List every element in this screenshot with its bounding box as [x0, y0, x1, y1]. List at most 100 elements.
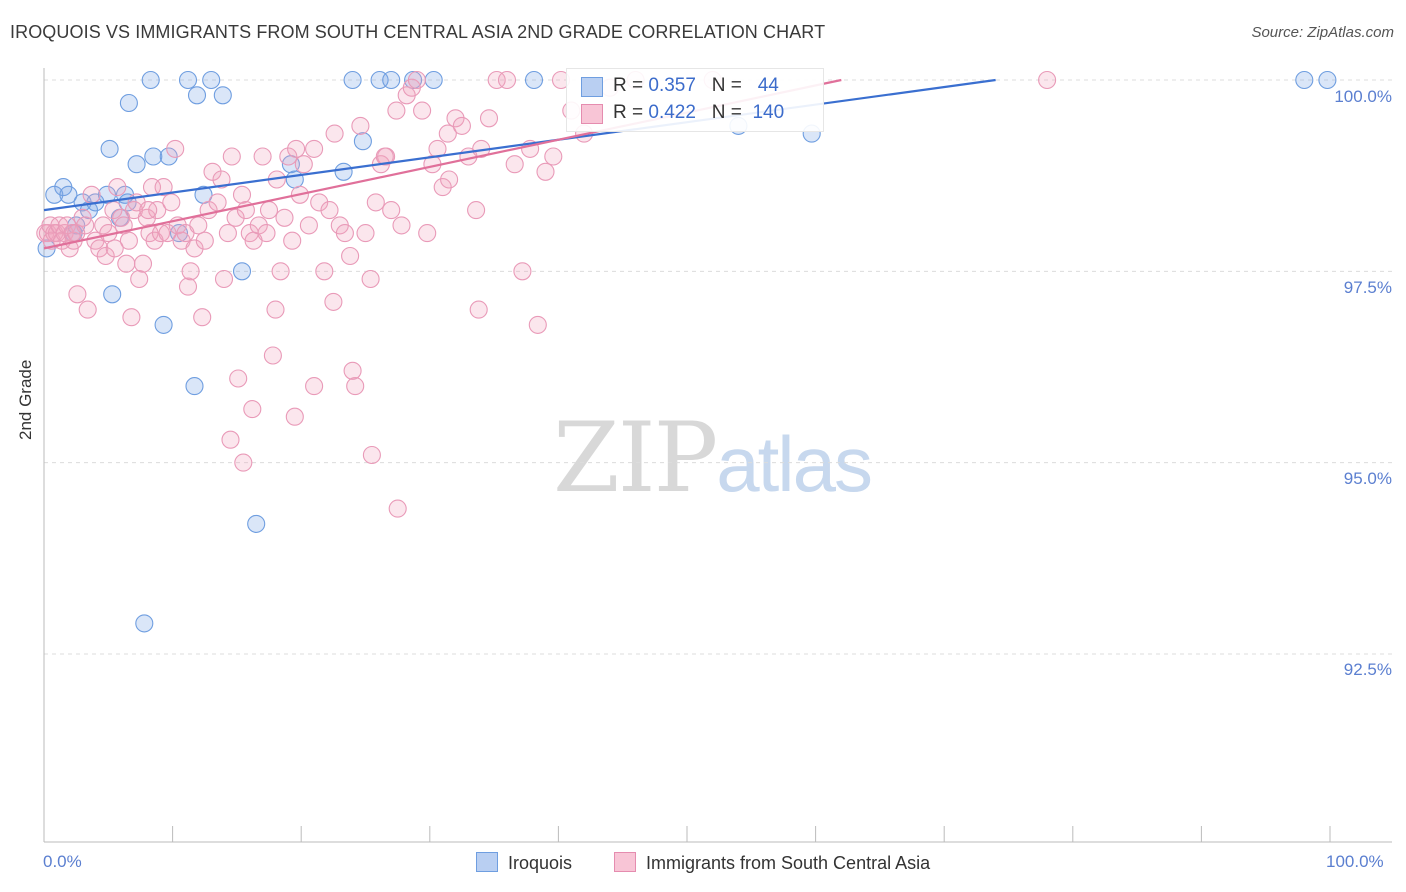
immigrants-point: [222, 147, 241, 166]
immigrants-point: [259, 201, 279, 220]
stats-box: R = 0.357 N = 44 R = 0.422 N = 140: [566, 68, 824, 132]
immigrants-point: [195, 231, 214, 250]
chart-title: IROQUOIS VS IMMIGRANTS FROM SOUTH CENTRA…: [10, 22, 826, 42]
y-tick-label: 92.5%: [1343, 660, 1392, 679]
immigrants-point: [325, 124, 344, 143]
immigrants-point: [375, 147, 394, 166]
immigrants-point: [193, 308, 212, 327]
iroquois-point: [103, 285, 122, 304]
immigrants-n-value: 140: [752, 102, 785, 123]
iroquois-point: [382, 70, 401, 90]
immigrants-point: [76, 216, 95, 235]
x-tick-label: 100.0%: [1326, 852, 1384, 871]
immigrants-point: [263, 346, 282, 365]
iroquois-point: [343, 70, 362, 90]
immigrants-r-value: 0.422: [648, 102, 696, 123]
immigrants-point: [253, 147, 272, 166]
immigrants-point: [117, 254, 136, 273]
immigrants-point: [275, 208, 294, 227]
iroquois-point: [59, 185, 78, 204]
immigrants-point: [407, 70, 426, 90]
x-tick-label: 0.0%: [43, 852, 82, 871]
iroquois-point: [424, 70, 443, 90]
iroquois-point: [135, 614, 154, 633]
legend-label-immigrants: Immigrants from South Central Asia: [646, 853, 931, 873]
immigrants-point: [82, 185, 101, 204]
immigrants-point: [392, 216, 411, 235]
y-tick-label: 97.5%: [1343, 278, 1392, 297]
iroquois-point: [404, 70, 423, 90]
iroquois-swatch: [581, 77, 603, 97]
immigrants-point: [440, 170, 459, 189]
iroquois-point: [97, 185, 117, 204]
iroquois-point: [353, 132, 372, 151]
iroquois-point: [119, 93, 138, 113]
immigrants-point: [361, 269, 380, 289]
immigrants-point: [234, 453, 253, 472]
legend-item-iroquois[interactable]: Iroquois: [476, 852, 572, 876]
immigrants-point: [105, 239, 124, 258]
immigrants-point: [285, 407, 304, 426]
legend-swatch-iroquois: [476, 852, 498, 872]
immigrants-point: [351, 116, 370, 135]
iroquois-point: [141, 70, 160, 90]
immigrants-point: [208, 193, 227, 212]
immigrants-point: [119, 231, 138, 250]
iroquois-point: [285, 170, 304, 189]
immigrants-point: [487, 70, 506, 90]
immigrants-point: [294, 155, 313, 174]
watermark-atlas: atlas: [716, 420, 873, 508]
immigrants-point: [221, 430, 240, 449]
immigrants-point: [78, 300, 97, 319]
immigrants-point: [122, 308, 141, 327]
immigrants-point: [362, 445, 381, 465]
iroquois-n-value: 44: [757, 75, 779, 96]
immigrants-point: [185, 239, 204, 258]
iroquois-point: [100, 139, 119, 158]
immigrants-point: [139, 201, 158, 220]
immigrants-point: [536, 162, 555, 181]
immigrants-point: [418, 224, 437, 243]
immigrants-point: [279, 147, 298, 166]
iroquois-point: [213, 86, 232, 105]
iroquois-point: [1295, 70, 1314, 90]
immigrants-point: [305, 139, 324, 158]
immigrants-point: [162, 193, 181, 212]
immigrants-point: [341, 246, 360, 266]
immigrants-point: [1038, 70, 1057, 90]
source-label: Source: ZipAtlas.com: [1251, 24, 1394, 41]
immigrants-point: [544, 147, 563, 166]
immigrants-point: [158, 224, 177, 243]
immigrants-point: [433, 178, 452, 197]
immigrants-point: [154, 178, 173, 197]
iroquois-point: [232, 262, 252, 281]
watermark-zip: ZIP: [553, 402, 718, 514]
immigrants-point: [513, 262, 532, 281]
immigrants-point: [178, 277, 198, 296]
y-tick-label: 100.0%: [1334, 87, 1392, 106]
iroquois-r-value: 0.357: [648, 75, 696, 96]
legend-item-immigrants[interactable]: Immigrants from South Central Asia: [614, 852, 930, 876]
iroquois-point: [144, 147, 163, 166]
legend-label-iroquois: Iroquois: [508, 853, 573, 873]
immigrants-point: [335, 224, 354, 243]
immigrants-point: [257, 224, 276, 243]
immigrants-point: [497, 70, 517, 90]
immigrants-point: [528, 315, 547, 334]
immigrants-point: [218, 224, 237, 243]
stats-text-iroquois: R = 0.357 N = 44: [613, 75, 779, 96]
immigrants-point: [505, 155, 524, 174]
immigrants-point: [212, 170, 231, 189]
immigrants-point: [249, 216, 268, 235]
iroquois-point: [127, 155, 146, 174]
iroquois-point: [159, 147, 178, 166]
immigrants-point: [356, 224, 375, 243]
immigrants-point: [229, 369, 248, 388]
immigrants-point: [387, 101, 406, 120]
immigrants-point: [232, 185, 252, 204]
iroquois-point: [154, 315, 173, 334]
y-axis-label: 2nd Grade: [16, 359, 35, 440]
iroquois-point: [187, 86, 207, 105]
immigrants-point: [315, 262, 334, 281]
